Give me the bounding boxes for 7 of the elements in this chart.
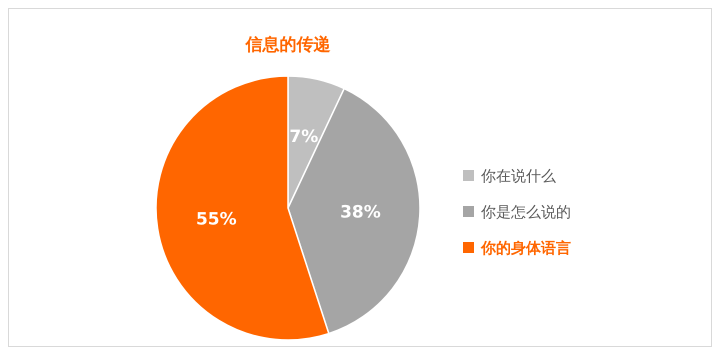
data-label: 7% <box>289 127 318 148</box>
legend-label: 你是怎么说的 <box>480 203 571 221</box>
legend-label: 你在说什么 <box>480 167 556 185</box>
chart-title: 信息的传递 <box>244 35 332 55</box>
data-label: 38% <box>340 202 381 223</box>
legend-label: 你的身体语言 <box>480 239 571 257</box>
data-label: 55% <box>196 209 237 230</box>
